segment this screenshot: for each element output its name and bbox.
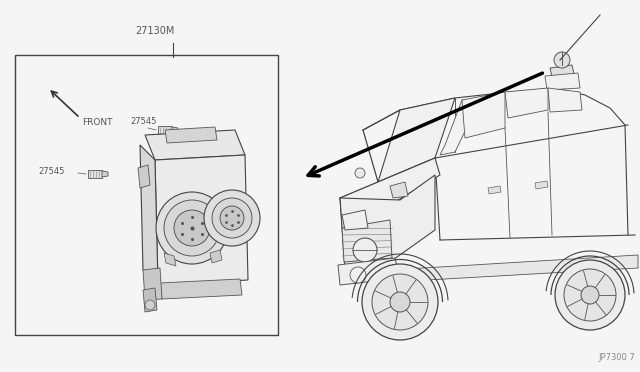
Polygon shape (102, 171, 108, 177)
Polygon shape (165, 127, 217, 143)
Polygon shape (378, 98, 455, 182)
Polygon shape (155, 155, 248, 285)
Polygon shape (145, 130, 245, 160)
Polygon shape (164, 253, 176, 266)
Circle shape (220, 206, 244, 230)
Polygon shape (548, 88, 582, 112)
Polygon shape (390, 182, 408, 198)
Polygon shape (15, 55, 278, 335)
Polygon shape (340, 158, 440, 220)
Circle shape (555, 260, 625, 330)
Polygon shape (138, 165, 150, 188)
Circle shape (350, 267, 366, 283)
Polygon shape (342, 210, 368, 230)
Polygon shape (140, 145, 158, 285)
Polygon shape (210, 250, 222, 263)
Circle shape (353, 238, 377, 262)
Polygon shape (535, 181, 548, 189)
Polygon shape (160, 279, 242, 299)
Polygon shape (462, 92, 505, 138)
Text: 27545: 27545 (130, 117, 156, 126)
Circle shape (372, 274, 428, 330)
Polygon shape (342, 220, 392, 262)
Polygon shape (390, 255, 638, 282)
Polygon shape (545, 73, 580, 90)
Polygon shape (158, 126, 172, 134)
Circle shape (145, 300, 155, 310)
Circle shape (156, 192, 228, 264)
Circle shape (174, 210, 210, 246)
Circle shape (212, 198, 252, 238)
Polygon shape (340, 175, 435, 268)
Polygon shape (338, 258, 400, 285)
Polygon shape (550, 65, 575, 81)
Polygon shape (172, 127, 178, 133)
Circle shape (355, 168, 365, 178)
Text: 27130M: 27130M (135, 26, 175, 36)
Polygon shape (488, 186, 501, 194)
Text: 27545: 27545 (38, 167, 65, 176)
Polygon shape (143, 268, 162, 300)
Polygon shape (88, 170, 102, 178)
Circle shape (554, 52, 570, 68)
Polygon shape (440, 100, 480, 155)
Circle shape (581, 286, 599, 304)
Circle shape (390, 292, 410, 312)
Circle shape (564, 269, 616, 321)
Circle shape (204, 190, 260, 246)
Circle shape (362, 264, 438, 340)
Polygon shape (143, 288, 157, 312)
Circle shape (164, 200, 220, 256)
Text: JP7300 7: JP7300 7 (598, 353, 635, 362)
Text: FRONT: FRONT (82, 118, 113, 127)
Polygon shape (505, 88, 548, 118)
